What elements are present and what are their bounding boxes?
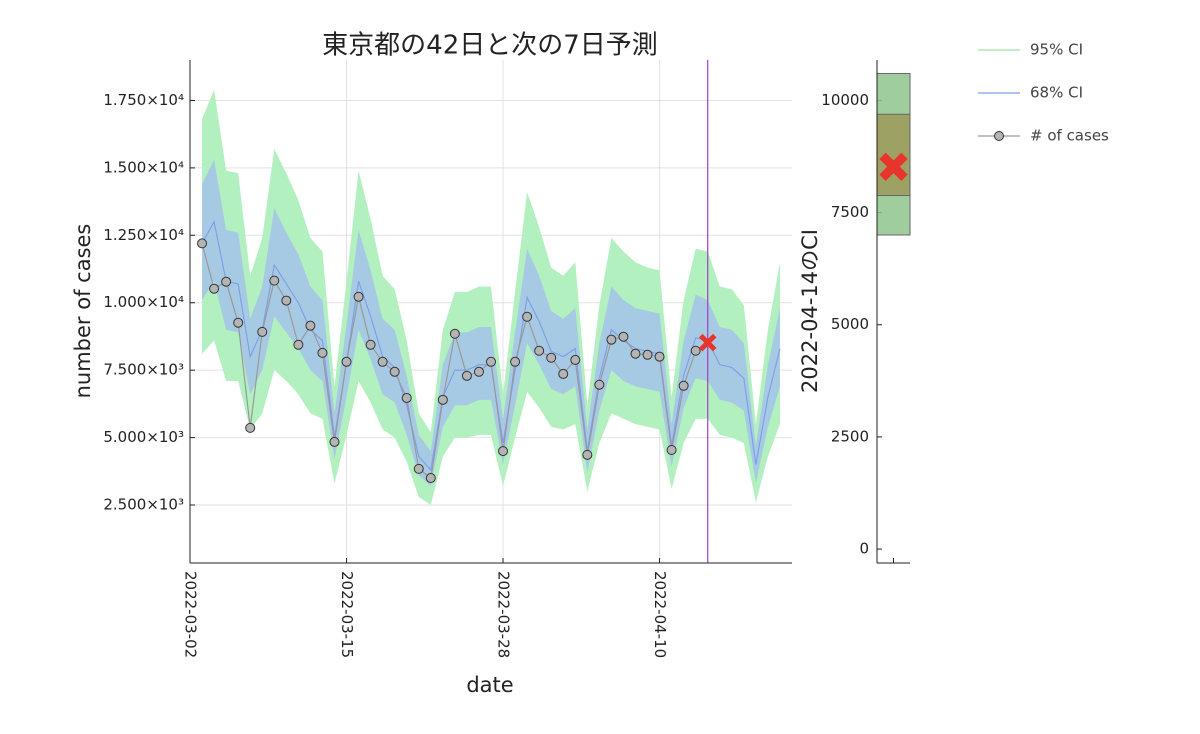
case-point (522, 311, 533, 322)
x-tick-label: 2022-03-15 (338, 571, 356, 658)
case-point (401, 392, 412, 403)
y-tick-label: 7.500×10³ (103, 361, 184, 379)
case-point (690, 345, 701, 356)
case-point (570, 354, 581, 365)
case-point (678, 380, 689, 391)
y-tick-label: 1.750×10⁴ (103, 91, 184, 109)
case-point (221, 276, 232, 287)
ci-band (202, 159, 780, 487)
legend-label: 95% CI (1030, 41, 1083, 59)
ci-band (202, 89, 780, 506)
ci68-box (876, 113, 911, 197)
forecast-marker (698, 333, 717, 352)
case-point (558, 368, 569, 379)
x-tick-label: 2022-03-28 (495, 571, 513, 658)
y-tick-label: 5000 (831, 315, 869, 333)
case-point (245, 422, 256, 433)
case-point (461, 370, 472, 381)
legend-marker (994, 131, 1004, 141)
case-point (293, 339, 304, 350)
chart-title: 東京都の42日と次の7日予測 (322, 31, 658, 61)
case-point (341, 356, 352, 367)
x-tick-label: 2022-03-02 (182, 571, 200, 658)
case-point (594, 379, 605, 390)
y-axis-label: number of cases (71, 224, 95, 399)
case-point (353, 291, 364, 302)
y-tick-label: 1.000×10⁴ (103, 293, 184, 311)
case-point (582, 449, 593, 460)
case-point (425, 473, 436, 484)
y-tick-label: 7500 (831, 203, 869, 221)
x-tick-label: 2022-04-10 (651, 571, 669, 658)
y-tick-label: 0 (859, 540, 869, 558)
y-tick-label: 2500 (831, 427, 869, 445)
case-point (233, 317, 244, 328)
forecast-marker (879, 152, 908, 181)
case-point (209, 283, 220, 294)
legend-label: 68% CI (1030, 84, 1083, 102)
y-tick-label: 2.500×10³ (103, 496, 184, 514)
case-point (642, 349, 653, 360)
case-point (666, 444, 677, 455)
case-point (197, 238, 208, 249)
case-point (257, 326, 268, 337)
y-tick-label: 1.250×10⁴ (103, 226, 184, 244)
y-tick-label: 5.000×10³ (103, 428, 184, 446)
case-point (546, 352, 557, 363)
case-point (305, 320, 316, 331)
case-point (317, 347, 328, 358)
case-point (437, 394, 448, 405)
case-point (473, 366, 484, 377)
case-point (329, 436, 340, 447)
case-point (510, 356, 521, 367)
case-point (413, 463, 424, 474)
x-axis-label: date (466, 673, 513, 697)
y-tick-label: 1.500×10⁴ (103, 158, 184, 176)
case-point (606, 334, 617, 345)
case-point (618, 331, 629, 342)
case-point (377, 356, 388, 367)
case-point (534, 345, 545, 356)
case-point (449, 328, 460, 339)
case-point (498, 446, 509, 457)
case-point (654, 351, 665, 362)
case-point (630, 348, 641, 359)
case-point (486, 356, 496, 367)
legend-label: # of cases (1030, 127, 1109, 145)
case-point (281, 295, 292, 306)
y-tick-label: 10000 (821, 91, 869, 109)
case-point (365, 339, 376, 350)
case-point (269, 275, 280, 286)
case-point (389, 366, 400, 377)
y-axis-label: 2022-04-14のCI (798, 229, 822, 393)
